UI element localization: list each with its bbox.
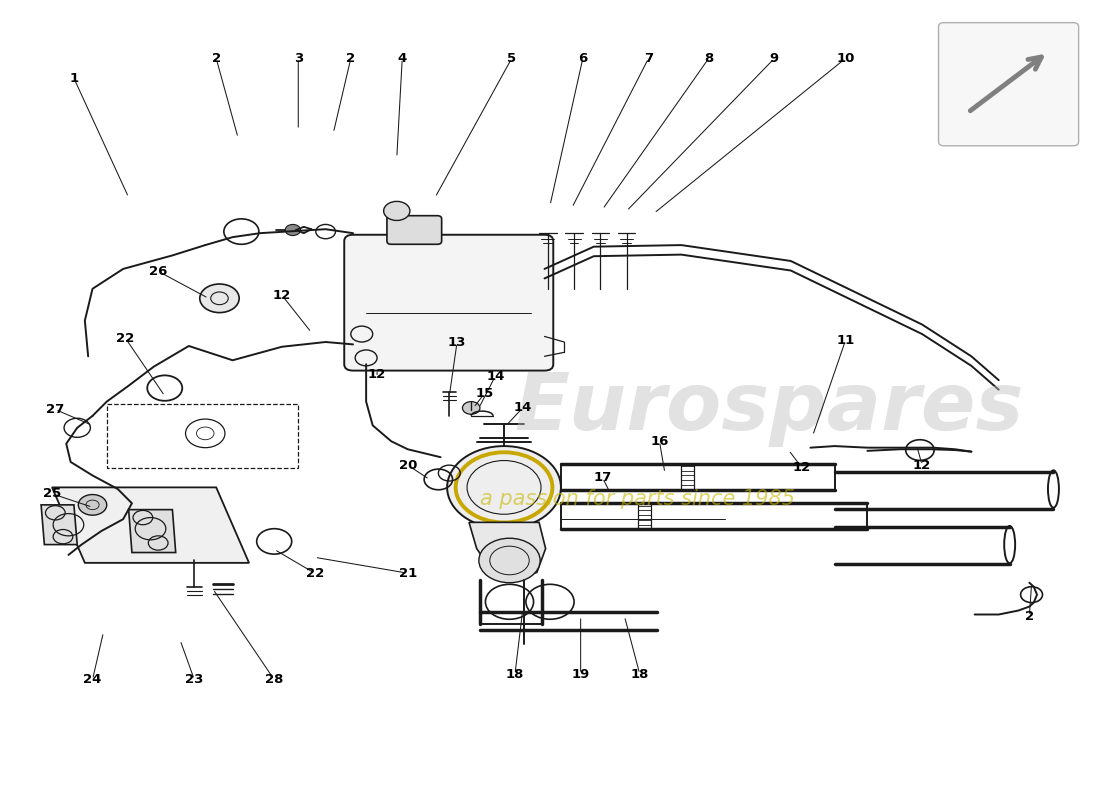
Text: 2: 2 [346,52,355,65]
Text: 24: 24 [84,673,101,686]
Text: 2: 2 [1025,610,1034,622]
Text: 27: 27 [46,403,65,416]
Text: 7: 7 [644,52,653,65]
Circle shape [478,538,540,582]
Text: 4: 4 [397,52,407,65]
Text: 21: 21 [398,566,417,580]
Text: 16: 16 [650,435,669,448]
Text: 12: 12 [793,461,811,474]
Text: 15: 15 [475,387,494,400]
FancyBboxPatch shape [938,22,1079,146]
Polygon shape [129,510,176,553]
Circle shape [285,225,300,235]
Text: 8: 8 [704,52,713,65]
Text: a passion for parts since 1985: a passion for parts since 1985 [480,490,795,510]
Text: 17: 17 [593,471,612,484]
Text: 28: 28 [265,673,284,686]
Text: 18: 18 [506,667,525,681]
Text: 12: 12 [913,458,932,472]
Text: 11: 11 [836,334,855,347]
Text: 1: 1 [69,72,78,85]
Polygon shape [52,487,249,563]
FancyBboxPatch shape [344,234,553,370]
Text: 13: 13 [448,336,466,350]
FancyBboxPatch shape [387,216,441,244]
Text: 14: 14 [486,370,505,382]
Text: 22: 22 [117,331,134,345]
Text: 12: 12 [368,368,386,381]
Text: 25: 25 [43,487,62,500]
Text: 26: 26 [148,265,167,278]
Text: 22: 22 [306,566,323,580]
Text: 19: 19 [572,667,590,681]
Text: 12: 12 [273,289,292,302]
Text: 6: 6 [579,52,587,65]
Circle shape [462,402,480,414]
Text: 23: 23 [185,673,204,686]
Text: 14: 14 [514,402,531,414]
Text: 9: 9 [770,52,779,65]
Text: 10: 10 [836,52,855,65]
Text: 5: 5 [507,52,516,65]
Circle shape [78,494,107,515]
Circle shape [447,446,561,529]
Text: 3: 3 [294,52,302,65]
Text: 20: 20 [398,458,417,472]
Polygon shape [469,522,546,580]
Text: 2: 2 [211,52,221,65]
Text: 18: 18 [630,667,649,681]
Text: Eurospares: Eurospares [514,369,1024,447]
Circle shape [200,284,239,313]
Circle shape [384,202,410,221]
Polygon shape [41,505,77,545]
